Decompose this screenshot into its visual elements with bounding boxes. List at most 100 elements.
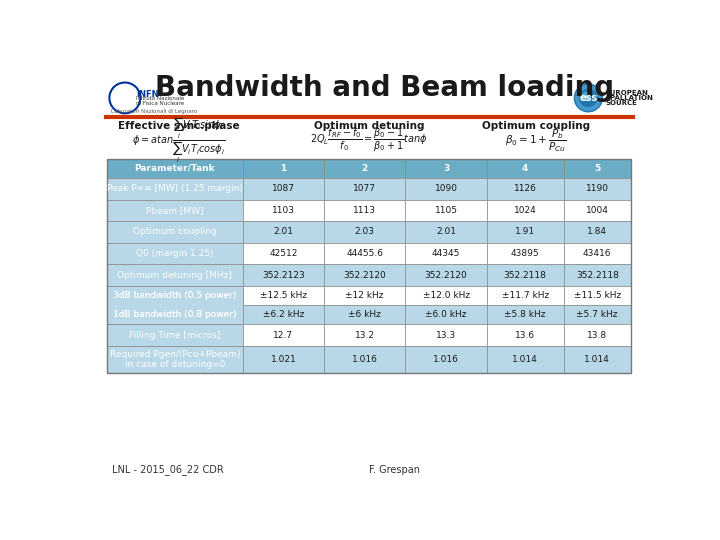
Text: $\beta_0 = 1 + \dfrac{P_b}{P_{Cu}}$: $\beta_0 = 1 + \dfrac{P_b}{P_{Cu}}$ [505, 127, 567, 154]
Text: Q0 (margin 1.25): Q0 (margin 1.25) [136, 249, 214, 258]
Bar [243, 286, 324, 305]
Bar [324, 200, 405, 221]
Bar [564, 325, 631, 346]
Bar [107, 178, 243, 200]
Bar [405, 286, 487, 305]
Bar [564, 178, 631, 200]
Circle shape [579, 89, 598, 107]
Text: 1087: 1087 [272, 184, 295, 193]
Text: 1105: 1105 [435, 206, 458, 215]
Text: 42512: 42512 [269, 249, 297, 258]
Text: 1.016: 1.016 [352, 355, 378, 364]
Text: ±11.5 kHz: ±11.5 kHz [574, 291, 621, 300]
Text: EUROPEAN: EUROPEAN [606, 90, 648, 96]
Bar [243, 346, 324, 373]
Bar [107, 325, 243, 346]
Bar [487, 305, 564, 325]
Text: Optimum detuning [MHz]: Optimum detuning [MHz] [117, 271, 233, 280]
Bar [107, 264, 243, 286]
Bar [324, 264, 405, 286]
Text: Optimum detuning: Optimum detuning [314, 120, 424, 131]
Text: 43416: 43416 [583, 249, 611, 258]
Bar [564, 200, 631, 221]
Text: 4: 4 [522, 164, 528, 173]
Text: ess: ess [580, 93, 598, 103]
Bar [107, 286, 243, 305]
Bar [243, 242, 324, 264]
Bar [243, 305, 324, 325]
Text: ±6.2 kHz: ±6.2 kHz [263, 310, 304, 319]
Text: Effective sync.phase: Effective sync.phase [118, 120, 240, 131]
Text: 13.8: 13.8 [588, 330, 607, 340]
Bar [405, 346, 487, 373]
Text: $\phi = atan\dfrac{\sum_i V_i T_i sin\phi_i}{\sum_i V_i T_i cos\phi_i}$: $\phi = atan\dfrac{\sum_i V_i T_i sin\ph… [132, 116, 226, 165]
Bar [405, 178, 487, 200]
Bar [243, 264, 324, 286]
Bar [107, 242, 243, 264]
Text: SPALLATION: SPALLATION [606, 95, 653, 101]
Bar [324, 346, 405, 373]
Bar [243, 178, 324, 200]
Text: INFN: INFN [137, 90, 159, 99]
Text: 1dB bandwidth (0.8 power): 1dB bandwidth (0.8 power) [113, 310, 237, 319]
Text: 1.91: 1.91 [515, 227, 535, 237]
Text: 352.2120: 352.2120 [343, 271, 386, 280]
Bar [564, 242, 631, 264]
Bar [243, 200, 324, 221]
Text: 2.01: 2.01 [274, 227, 293, 237]
Bar [107, 286, 243, 325]
Text: Filling Time [micros]: Filling Time [micros] [129, 330, 220, 340]
Bar [324, 286, 405, 305]
Bar [487, 286, 564, 305]
Text: 1126: 1126 [514, 184, 536, 193]
Text: Bandwidth and Beam loading: Bandwidth and Beam loading [155, 74, 614, 102]
Bar [487, 159, 564, 178]
Bar [487, 221, 564, 242]
Bar [324, 325, 405, 346]
Bar [107, 221, 243, 242]
Bar [107, 346, 243, 373]
Bar [324, 242, 405, 264]
Text: SOURCE: SOURCE [606, 99, 637, 105]
Bar [405, 264, 487, 286]
Text: Istituto Nazionale
di Fisica Nucleare: Istituto Nazionale di Fisica Nucleare [137, 96, 185, 106]
Bar [107, 159, 631, 373]
Bar [405, 325, 487, 346]
Bar [405, 305, 487, 325]
Text: 13.2: 13.2 [355, 330, 374, 340]
Text: Parameter/Tank: Parameter/Tank [135, 164, 215, 173]
Text: 2.01: 2.01 [436, 227, 456, 237]
Text: 1dB bandwidth (0.8 power): 1dB bandwidth (0.8 power) [113, 310, 237, 319]
Bar [324, 221, 405, 242]
Text: Optimum coupling: Optimum coupling [133, 227, 217, 237]
Bar [487, 346, 564, 373]
Bar [487, 242, 564, 264]
Text: Pbeam [MW]: Pbeam [MW] [146, 206, 204, 215]
Text: 1090: 1090 [435, 184, 458, 193]
Bar [324, 159, 405, 178]
Text: 44455.6: 44455.6 [346, 249, 383, 258]
Bar [243, 159, 324, 178]
Text: Required Pgen/(Pcu+Pbeam)
in case of detuning=0: Required Pgen/(Pcu+Pbeam) in case of det… [109, 349, 240, 369]
Text: ±5.7 kHz: ±5.7 kHz [577, 310, 618, 319]
Text: 13.3: 13.3 [436, 330, 456, 340]
Bar [564, 286, 631, 305]
Bar [564, 305, 631, 325]
Text: 1.016: 1.016 [433, 355, 459, 364]
Bar [487, 264, 564, 286]
Bar [107, 200, 243, 221]
Text: $2Q_L\dfrac{f_{RF}-f_0}{f_0}=\dfrac{\beta_0-1}{\beta_0+1}tan\phi$: $2Q_L\dfrac{f_{RF}-f_0}{f_0}=\dfrac{\bet… [310, 127, 428, 154]
Text: 352.2118: 352.2118 [576, 271, 618, 280]
Circle shape [581, 92, 590, 101]
Text: 3: 3 [443, 164, 449, 173]
Text: 13.6: 13.6 [515, 330, 535, 340]
Bar [324, 305, 405, 325]
Text: 2: 2 [361, 164, 368, 173]
Bar [324, 178, 405, 200]
Bar [564, 159, 631, 178]
Text: Laboratori Nazionali di Legnaro: Laboratori Nazionali di Legnaro [111, 109, 197, 114]
Text: 12.7: 12.7 [274, 330, 293, 340]
Bar [564, 264, 631, 286]
Bar [487, 178, 564, 200]
Text: 1004: 1004 [586, 206, 608, 215]
